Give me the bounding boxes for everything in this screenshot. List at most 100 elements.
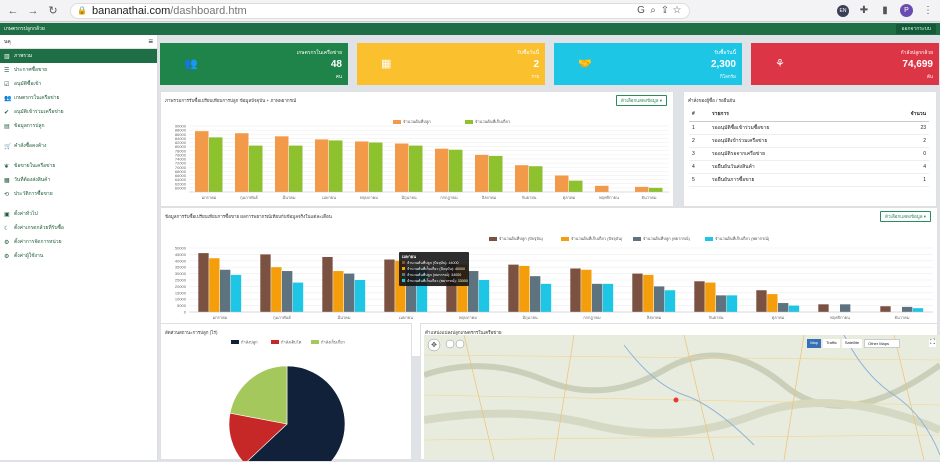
- chart2-options-button[interactable]: ตัวเลือกแสดงข้อมูล ▾: [880, 211, 931, 222]
- forward-icon[interactable]: →: [27, 4, 39, 17]
- bar[interactable]: [220, 269, 231, 312]
- bar[interactable]: [654, 286, 665, 312]
- bar[interactable]: [778, 303, 789, 312]
- sidebar-item-9[interactable]: ⟲ ประวัติการซื้อขาย: [0, 187, 157, 201]
- legend-swatch[interactable]: [311, 340, 319, 344]
- bar[interactable]: [592, 283, 603, 312]
- bar[interactable]: [635, 186, 649, 192]
- legend-swatch[interactable]: [393, 120, 401, 124]
- bar[interactable]: [581, 269, 592, 312]
- pie-slice[interactable]: [245, 365, 346, 461]
- bar[interactable]: [540, 283, 552, 312]
- bar[interactable]: [384, 259, 395, 312]
- bar[interactable]: [344, 273, 355, 312]
- logout-link[interactable]: ออกจากระบบ: [896, 24, 936, 34]
- bar[interactable]: [595, 185, 609, 192]
- bar[interactable]: [333, 271, 344, 312]
- sidebar-item-11[interactable]: ☾ ตั้งค่าเกรดกล้วยที่รับซื้อ: [0, 221, 157, 235]
- bar[interactable]: [840, 304, 851, 312]
- map-marker[interactable]: [673, 397, 679, 403]
- sidepanel-icon[interactable]: ▮: [882, 5, 888, 16]
- bar[interactable]: [818, 304, 829, 312]
- bar[interactable]: [478, 280, 490, 312]
- bar[interactable]: [409, 145, 423, 192]
- bar[interactable]: [468, 271, 479, 312]
- pie-slice[interactable]: [228, 412, 288, 461]
- sidebar-item-13[interactable]: ⚙ ตั้งค่าผู้ใช้งาน: [0, 249, 157, 263]
- bar[interactable]: [446, 260, 457, 312]
- bar[interactable]: [435, 148, 449, 192]
- bar[interactable]: [195, 131, 209, 192]
- bar[interactable]: [230, 274, 242, 312]
- bar[interactable]: [602, 283, 614, 312]
- fullscreen-icon[interactable]: ⛶: [929, 339, 936, 347]
- legend-swatch[interactable]: [271, 340, 279, 344]
- bar[interactable]: [767, 294, 778, 312]
- bar[interactable]: [355, 141, 369, 192]
- bar[interactable]: [275, 136, 289, 192]
- sidebar-item-0[interactable]: ▥ ภาพรวม: [0, 49, 157, 63]
- bar[interactable]: [198, 253, 209, 312]
- bar[interactable]: [569, 180, 583, 192]
- bar[interactable]: [508, 264, 519, 312]
- bar[interactable]: [880, 306, 891, 312]
- bar[interactable]: [489, 155, 503, 192]
- share-icon[interactable]: ⇪: [660, 5, 670, 16]
- bar[interactable]: [292, 282, 304, 312]
- sidebar-item-7[interactable]: ❦ ข้อขายในเครือข่าย: [0, 159, 157, 173]
- bar[interactable]: [788, 305, 800, 312]
- bar[interactable]: [395, 143, 409, 192]
- legend-swatch[interactable]: [561, 237, 569, 241]
- sidebar-item-1[interactable]: ☰ ประกาศซื้อขาย: [0, 63, 157, 77]
- bar[interactable]: [694, 281, 705, 312]
- legend-swatch[interactable]: [705, 237, 713, 241]
- bar[interactable]: [515, 165, 529, 192]
- bar[interactable]: [643, 274, 654, 312]
- lock-icon[interactable]: 🔒: [77, 6, 87, 15]
- bar[interactable]: [632, 273, 643, 312]
- hamburger-icon[interactable]: ≡: [148, 37, 153, 46]
- bar[interactable]: [570, 268, 581, 312]
- sidebar-item-8[interactable]: ▦ วันที่ต้องส่งสินค้า: [0, 173, 157, 187]
- pie-slice[interactable]: [229, 365, 288, 425]
- bar[interactable]: [519, 265, 530, 312]
- zoom-out-icon[interactable]: [455, 339, 465, 349]
- sidebar-item-2[interactable]: ☑ อนุมัติซื้อเข้า: [0, 77, 157, 91]
- sidebar-item-6[interactable]: 🛒 คำสั่งซื้อคงค้าง: [0, 139, 157, 153]
- bar[interactable]: [912, 308, 924, 312]
- bar[interactable]: [235, 133, 249, 192]
- kebab-menu-icon[interactable]: ⋮: [923, 5, 933, 16]
- bar[interactable]: [369, 142, 383, 193]
- bar[interactable]: [716, 295, 727, 312]
- chart1-options-button[interactable]: ตัวเลือกแสดงข้อมูล ▾: [616, 95, 667, 106]
- map-type-traffic[interactable]: Traffic: [822, 339, 840, 348]
- bar[interactable]: [329, 140, 343, 192]
- bar[interactable]: [315, 139, 329, 192]
- extension-en-icon[interactable]: EN: [837, 4, 849, 17]
- other-maps-select[interactable]: Other Maps: [864, 339, 900, 348]
- bar[interactable]: [260, 254, 271, 312]
- map-pan-control[interactable]: [427, 338, 441, 352]
- sidebar-item-5[interactable]: ▤ ข้อมูลการปลูก: [0, 119, 157, 133]
- bar[interactable]: [289, 145, 303, 192]
- map-canvas[interactable]: ✥ Map Traffic Satellite Other Maps ⛶: [423, 334, 940, 461]
- zoom-icon[interactable]: ⌕: [650, 5, 656, 16]
- bar[interactable]: [530, 276, 541, 312]
- bar[interactable]: [322, 256, 333, 312]
- bar[interactable]: [726, 295, 738, 312]
- sidebar-item-12[interactable]: ⚙ ตั้งค่าการจัดการหน่วย: [0, 235, 157, 249]
- bar[interactable]: [902, 306, 913, 312]
- bar[interactable]: [457, 264, 468, 312]
- sidebar-item-3[interactable]: 👥 เกษตรกรในเครือข่าย: [0, 91, 157, 105]
- bookmark-star-icon[interactable]: ☆: [672, 5, 682, 16]
- map-type-map[interactable]: Map: [807, 339, 821, 348]
- bar[interactable]: [555, 175, 569, 193]
- bar[interactable]: [756, 290, 767, 312]
- bar[interactable]: [449, 149, 463, 192]
- legend-swatch[interactable]: [633, 237, 641, 241]
- bar[interactable]: [649, 187, 663, 192]
- bar[interactable]: [406, 268, 417, 312]
- reload-icon[interactable]: ↻: [48, 5, 58, 17]
- bar[interactable]: [416, 269, 428, 312]
- bar[interactable]: [282, 271, 293, 312]
